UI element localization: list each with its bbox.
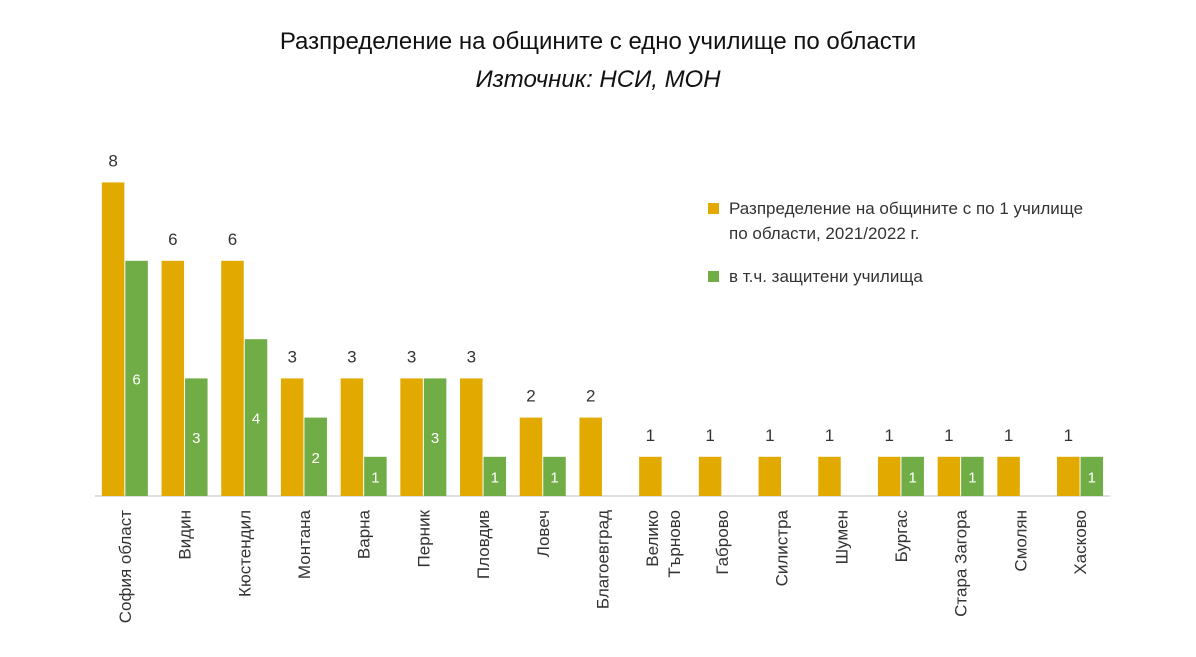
chart-subtitle: Източник: НСИ, МОН [475, 66, 721, 93]
legend-item-series-1: Разпределение на общините с по 1 училище… [708, 196, 1088, 246]
bar-series-2 [423, 378, 447, 496]
legend: Разпределение на общините с по 1 училище… [708, 196, 1088, 307]
chart-title: Разпределение на общините с едно училище… [279, 28, 917, 55]
data-label-series-1: 6 [228, 230, 237, 249]
x-tick-label: Пловдив [474, 510, 493, 579]
data-label-series-1: 1 [884, 426, 893, 445]
data-label-series-1: 6 [168, 230, 177, 249]
x-tick-label: Видин [176, 510, 195, 560]
bar-series-2 [901, 456, 924, 496]
data-label-series-1: 3 [347, 347, 356, 366]
data-label-series-2: 6 [132, 371, 140, 388]
data-label-series-1: 1 [1004, 426, 1013, 445]
data-label-series-2: 1 [909, 469, 917, 486]
legend-swatch-series-2 [708, 271, 719, 282]
bar-series-1 [340, 378, 364, 496]
bar-series-1 [758, 456, 782, 496]
bar-series-1 [698, 456, 722, 496]
x-tick-label: Кюстендил [235, 510, 254, 597]
bar-series-2 [961, 456, 984, 496]
data-label-series-1: 3 [287, 347, 296, 366]
data-label-series-2: 3 [431, 430, 439, 447]
bar-series-1 [460, 378, 483, 496]
bar-series-2 [185, 378, 208, 496]
bar-series-1 [519, 417, 543, 496]
x-tick-label: Шумен [832, 510, 851, 564]
data-label-series-2: 3 [192, 430, 200, 447]
x-tick-label: Монтана [295, 509, 314, 579]
bar-series-2 [244, 339, 268, 496]
x-tick-label: Хасково [1071, 510, 1090, 575]
bar-series-1 [997, 456, 1020, 496]
data-label-series-1: 1 [705, 426, 714, 445]
bar-series-2 [543, 456, 566, 496]
bar-series-1 [818, 456, 841, 496]
data-label-series-1: 1 [1064, 426, 1073, 445]
data-label-series-2: 2 [312, 450, 320, 467]
bar-series-1 [280, 378, 304, 496]
data-label-series-2: 4 [252, 411, 260, 428]
x-tick-label: Смолян [1011, 510, 1030, 572]
bar-series-2 [125, 260, 148, 496]
data-label-series-2: 1 [1088, 469, 1096, 486]
bar-series-1 [101, 182, 125, 496]
data-label-series-1: 1 [825, 426, 834, 445]
bar-series-2 [483, 456, 507, 496]
bar-series-2 [1080, 456, 1104, 496]
bar-series-1 [400, 378, 423, 496]
legend-item-series-2: в т.ч. защитени училища [708, 264, 1088, 289]
bar-series-1 [639, 456, 662, 496]
data-label-series-1: 1 [646, 426, 655, 445]
x-tick-label: Перник [414, 509, 433, 567]
x-tick-label: Ловеч [534, 510, 553, 557]
data-label-series-1: 3 [467, 347, 476, 366]
bar-series-1 [937, 456, 961, 496]
x-tick-label: Габрово [713, 510, 732, 575]
bar-series-2 [304, 417, 327, 496]
data-label-series-1: 2 [526, 387, 535, 406]
bar-series-1 [1057, 456, 1080, 496]
bar-series-2 [364, 456, 387, 496]
data-label-series-1: 1 [765, 426, 774, 445]
data-label-series-1: 8 [108, 151, 117, 170]
data-label-series-2: 1 [491, 469, 499, 486]
data-label-series-2: 1 [968, 469, 976, 486]
legend-swatch-series-1 [708, 203, 719, 214]
x-tick-label: Велико Търново [643, 510, 684, 578]
data-label-series-2: 1 [550, 469, 558, 486]
legend-label-series-1: Разпределение на общините с по 1 училище… [729, 199, 1084, 243]
x-tick-label: Бургас [892, 510, 911, 563]
x-tick-label: Силистра [773, 509, 792, 586]
legend-label-series-2: в т.ч. защитени училища [729, 267, 923, 286]
x-tick-label: Варна [355, 509, 374, 559]
x-tick-label: София област [116, 510, 135, 623]
x-tick-label: Благоевград [593, 510, 612, 609]
bar-series-1 [221, 260, 244, 496]
bar-series-1 [161, 260, 185, 496]
bar-series-1 [877, 456, 901, 496]
x-tick-label: Стара Загора [952, 509, 971, 616]
data-label-series-1: 2 [586, 387, 595, 406]
bar-series-1 [579, 417, 602, 496]
data-label-series-1: 1 [944, 426, 953, 445]
data-label-series-1: 3 [407, 347, 416, 366]
data-label-series-2: 1 [371, 469, 379, 486]
